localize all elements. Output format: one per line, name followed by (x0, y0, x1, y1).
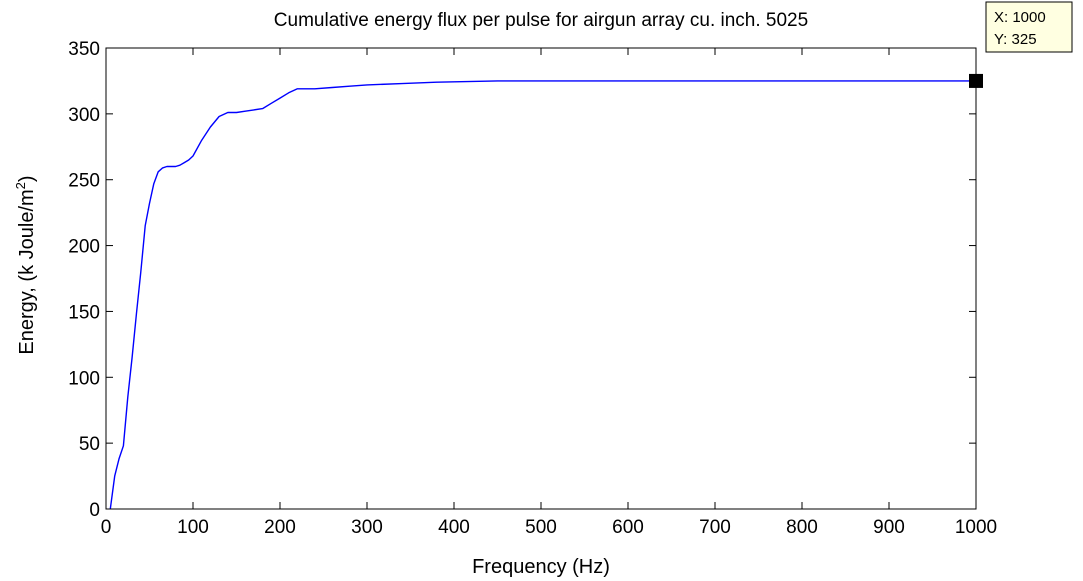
x-tick-label: 200 (264, 517, 296, 538)
x-tick-label: 0 (101, 517, 112, 538)
x-tick-label: 700 (699, 517, 731, 538)
y-tick-label: 150 (68, 302, 100, 323)
data-tip[interactable]: X: 1000 Y: 325 (969, 1, 1073, 88)
x-tick-label: 800 (786, 517, 818, 538)
plot-frame (105, 47, 977, 510)
x-tick-label: 400 (438, 517, 470, 538)
y-axis-label: Energy, (k Joule/m2) (13, 175, 38, 354)
x-tick-label: 1000 (955, 517, 997, 538)
y-tick-label: 350 (68, 39, 100, 60)
x-tick-label: 100 (177, 517, 209, 538)
y-axis-ticks: 0 50 100 150 200 250 300 350 (68, 39, 976, 521)
chart-title: Cumulative energy flux per pulse for air… (274, 10, 808, 31)
x-axis-ticks: 0 100 200 300 400 500 600 700 800 900 1000 (101, 48, 997, 538)
y-axis-label-end: ) (16, 175, 38, 182)
series-line (109, 80, 976, 510)
x-tick-label: 300 (351, 517, 383, 538)
plot-area (105, 47, 977, 510)
x-axis-label: Frequency (Hz) (472, 556, 610, 578)
y-tick-label: 50 (79, 434, 100, 455)
y-tick-label: 100 (68, 368, 100, 389)
x-tick-label: 900 (873, 517, 905, 538)
y-axis-label-main: Energy, (k Joule/m (16, 189, 38, 354)
y-tick-label: 300 (68, 105, 100, 126)
y-axis-label-superscript: 2 (13, 182, 28, 189)
data-tip-y-text: Y: 325 (994, 31, 1037, 48)
data-tip-marker[interactable] (969, 73, 983, 88)
y-tick-label: 250 (68, 171, 100, 192)
x-tick-label: 500 (525, 517, 557, 538)
data-tip-box[interactable] (985, 1, 1073, 53)
data-tip-x-text: X: 1000 (994, 9, 1046, 26)
y-tick-label: 200 (68, 237, 100, 258)
y-tick-label: 0 (89, 500, 100, 521)
x-tick-label: 600 (612, 517, 644, 538)
